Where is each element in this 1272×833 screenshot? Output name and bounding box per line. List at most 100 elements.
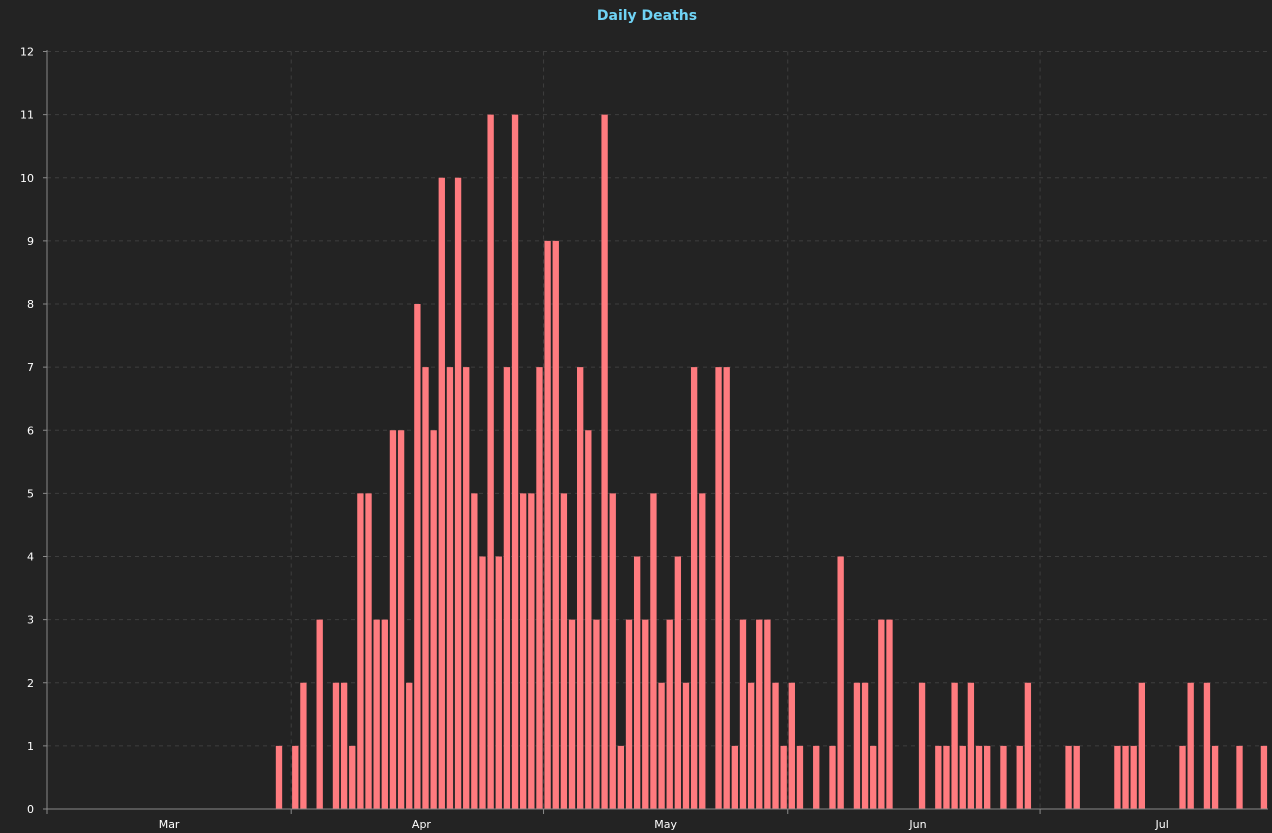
bar <box>357 493 364 809</box>
bar <box>642 619 649 809</box>
bar <box>967 682 975 809</box>
bar <box>585 430 592 809</box>
bar <box>1016 745 1023 809</box>
bar <box>332 682 340 809</box>
bar <box>601 114 608 809</box>
bar <box>381 619 388 809</box>
bar <box>528 493 535 809</box>
bar <box>829 745 836 809</box>
bar <box>1122 745 1129 809</box>
bar <box>365 493 372 809</box>
bar <box>756 619 763 809</box>
bar <box>975 745 983 809</box>
bar <box>658 682 665 809</box>
bar <box>870 745 877 809</box>
y-tick-label: 9 <box>27 235 34 248</box>
bar <box>1138 682 1145 809</box>
bar <box>1203 682 1211 809</box>
bar <box>414 304 421 809</box>
bar <box>438 177 445 809</box>
bar <box>1130 745 1137 809</box>
bar <box>1024 682 1032 809</box>
bar <box>984 745 991 809</box>
bar <box>1065 745 1072 809</box>
bar <box>796 745 804 809</box>
x-tick-label: May <box>654 818 677 831</box>
bar <box>943 745 950 809</box>
bar <box>536 367 543 809</box>
bar <box>780 745 787 809</box>
bar <box>617 745 625 809</box>
bar <box>568 619 576 809</box>
bar <box>446 367 454 809</box>
bar <box>633 556 641 809</box>
bar <box>1260 745 1268 809</box>
bar <box>471 493 478 809</box>
x-tick-label: Jul <box>1155 818 1169 831</box>
bar <box>479 556 486 809</box>
y-tick-label: 5 <box>27 487 34 500</box>
bar <box>430 430 437 809</box>
bar <box>861 682 869 809</box>
chart-title: Daily Deaths <box>597 8 697 24</box>
axes <box>46 50 1268 810</box>
y-tick-label: 4 <box>27 551 34 564</box>
bar <box>373 619 380 809</box>
bar <box>666 619 673 809</box>
bar <box>690 367 698 809</box>
bar <box>918 682 926 809</box>
bar <box>422 367 429 809</box>
bar <box>935 745 942 809</box>
bar <box>886 619 893 809</box>
bar <box>397 430 405 809</box>
bar <box>650 493 657 809</box>
bar <box>1000 745 1007 809</box>
bar <box>837 556 844 809</box>
bar <box>674 556 682 809</box>
y-tick-label: 3 <box>27 614 34 627</box>
bar <box>511 114 519 809</box>
y-tick-label: 10 <box>20 172 34 185</box>
bar <box>747 682 755 809</box>
bar <box>788 682 795 809</box>
bar <box>853 682 861 809</box>
bar <box>520 493 527 809</box>
bar <box>739 619 747 809</box>
y-tick-label: 8 <box>27 298 34 311</box>
bar <box>275 745 283 809</box>
bar <box>487 114 494 809</box>
y-tick-label: 7 <box>27 361 34 374</box>
bar <box>593 619 600 809</box>
bar <box>316 619 323 809</box>
bar <box>959 745 966 809</box>
bar <box>552 240 559 809</box>
y-tick-label: 11 <box>20 109 34 122</box>
bar <box>878 619 885 809</box>
bar <box>764 619 771 809</box>
bar <box>715 367 722 809</box>
bar <box>544 240 551 809</box>
bar-series <box>275 114 1268 809</box>
bar <box>731 745 738 809</box>
y-tick-label: 6 <box>27 424 34 437</box>
bar <box>389 430 397 809</box>
x-tick-label: Mar <box>159 818 180 831</box>
bar <box>772 682 779 809</box>
bar <box>495 556 502 809</box>
bar <box>723 367 730 809</box>
y-tick-label: 0 <box>27 803 34 816</box>
bar <box>340 682 348 809</box>
bar <box>349 745 356 809</box>
bar <box>463 367 470 809</box>
y-tick-label: 2 <box>27 677 34 690</box>
y-tick-label: 12 <box>20 46 34 59</box>
bar <box>1236 745 1243 809</box>
y-tick-label: 1 <box>27 740 34 753</box>
bar <box>699 493 706 809</box>
bar <box>682 682 690 809</box>
bar <box>813 745 820 809</box>
bar <box>1114 745 1121 809</box>
bar <box>951 682 958 809</box>
x-tick-label: Apr <box>412 818 432 831</box>
bar <box>577 367 584 809</box>
